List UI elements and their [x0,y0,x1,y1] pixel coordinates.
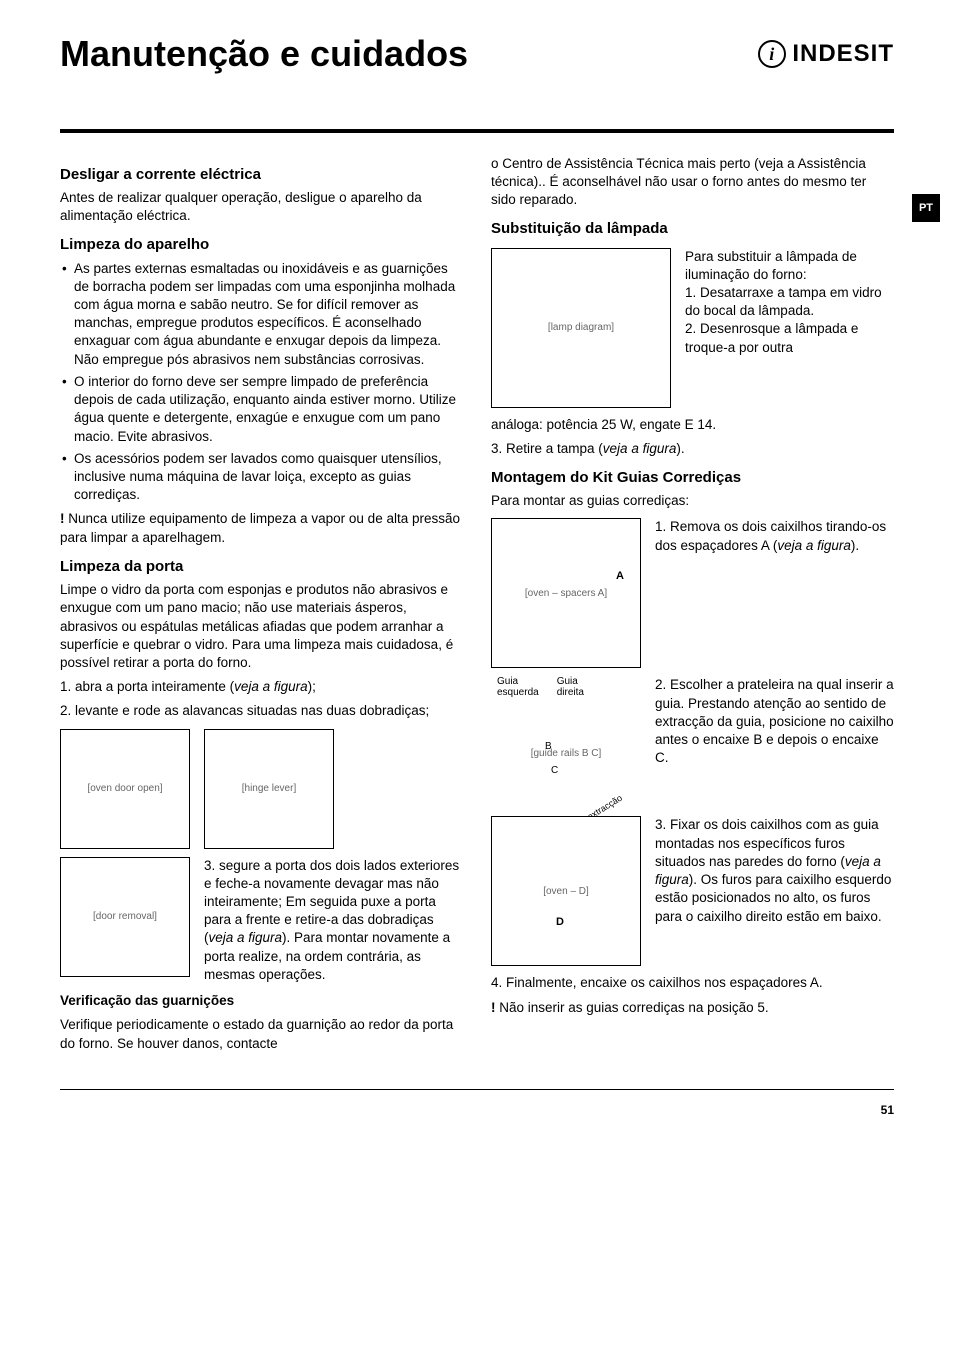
figure-lamp: [lamp diagram] [491,248,671,408]
logo-icon: i [758,40,786,68]
step-text: 2. Desenrosque a lâmpada e troque-a por … [685,321,858,354]
brand-text: INDESIT [792,38,894,70]
left-column: Desligar a corrente eléctrica Antes de r… [60,155,463,1059]
figure-kit-guides: [guide rails B C] B C Sentido de extracç… [491,698,641,808]
step-text: 2. Escolher a prateleira na qual inserir… [655,676,894,767]
bullet-item: Os acessórios podem ser lavados como qua… [60,450,463,505]
body-text: Limpe o vidro da porta com esponjas e pr… [60,581,463,672]
warning-text: Não inserir as guias corrediças na posiç… [491,999,894,1017]
body-text: Antes de realizar qualquer operação, des… [60,189,463,225]
figure-kit-guides-wrapper: Guiaesquerda Guiadireita [guide rails B … [491,676,641,808]
section-heading-kit: Montagem do Kit Guias Corrediças [491,468,894,488]
step-text: 4. Finalmente, encaixe os caixilhos nos … [491,974,894,992]
bullet-item: As partes externas esmaltadas ou inoxidá… [60,260,463,369]
figure-kit-mounted: [oven – D] D [491,816,641,966]
subsection-heading: Verificação das guarnições [60,992,463,1010]
step-text: 3. Retire a tampa (veja a figura). [491,440,894,458]
brand-logo: i INDESIT [758,38,894,70]
page-title: Manutenção e cuidados [60,30,468,79]
section-heading-power: Desligar a corrente eléctrica [60,165,463,185]
step-text: 1. Remova os dois caixilhos tirando-os d… [655,518,894,554]
section-heading-cleaning: Limpeza do aparelho [60,235,463,255]
divider [60,129,894,133]
body-text: Para substituir a lâmpada de iluminação … [685,249,857,282]
figure-door-removal: [door removal] [60,857,190,977]
step-text: 2. levante e rode as alavancas situadas … [60,702,463,720]
section-heading-door: Limpeza da porta [60,557,463,577]
right-column: o Centro de Assistência Técnica mais per… [491,155,894,1059]
section-heading-lamp: Substituição da lâmpada [491,219,894,239]
body-text: análoga: potência 25 W, engate E 14. [491,416,894,434]
step-text: 3. segure a porta dos dois lados exterio… [204,857,463,985]
bullet-item: O interior do forno deve ser sempre limp… [60,373,463,446]
figure-door-open: [oven door open] [60,729,190,849]
body-text: Para montar as guias corrediças: [491,492,894,510]
warning-text: Nunca utilize equipamento de limpeza a v… [60,510,463,546]
body-text-continuation: o Centro de Assistência Técnica mais per… [491,155,894,210]
figure-kit-spacers: [oven – spacers A] A [491,518,641,668]
figure-hinge-lever: [hinge lever] [204,729,334,849]
step-text: 3. Fixar os dois caixilhos com as guia m… [655,816,894,925]
page-number: 51 [60,1089,894,1118]
body-text: Verifique periodicamente o estado da gua… [60,1016,463,1052]
step-text: 1. Desatarraxe a tampa em vidro do bocal… [685,285,882,318]
language-tab: PT [912,194,940,222]
lamp-steps: Para substituir a lâmpada de iluminação … [685,248,894,357]
step-text: 1. abra a porta inteiramente (veja a fig… [60,678,463,696]
